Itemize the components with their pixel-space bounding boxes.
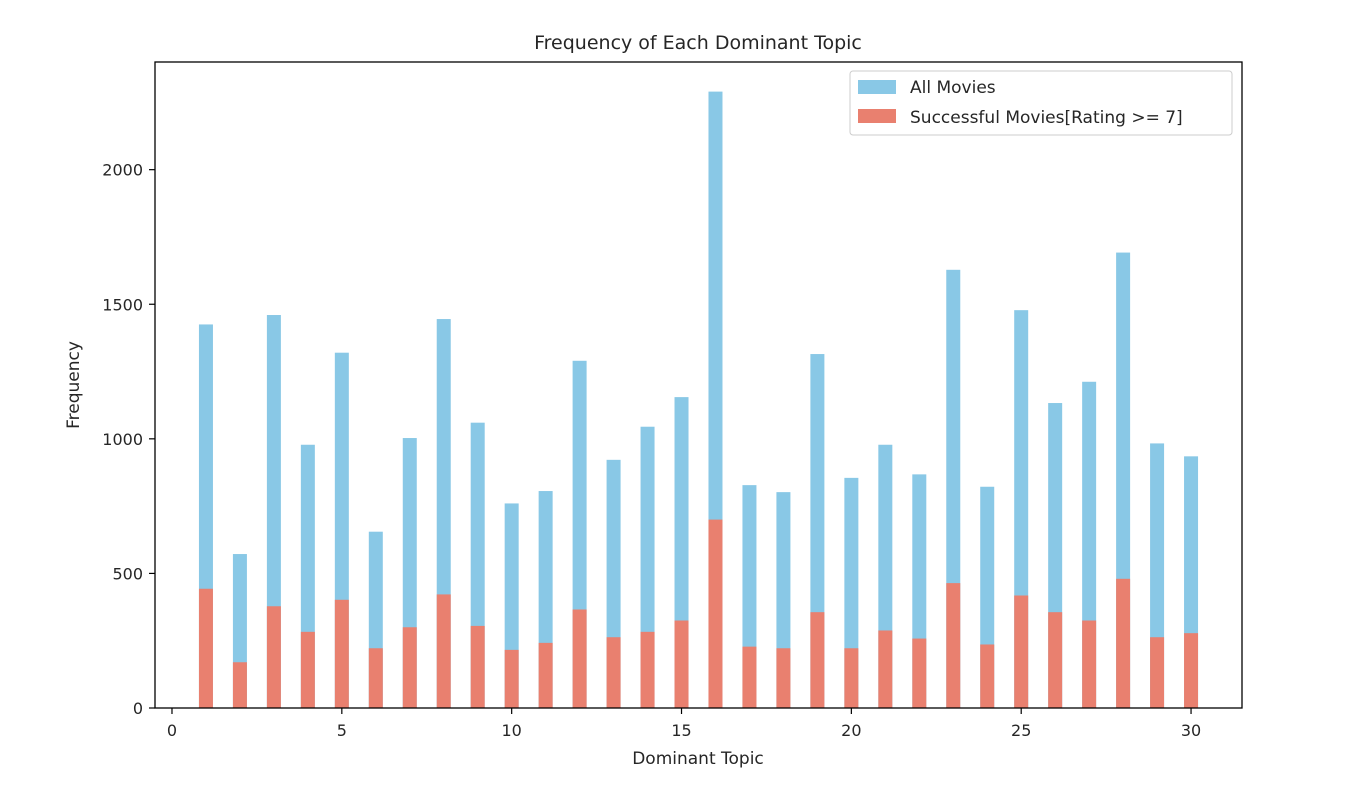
- legend-box: [849, 70, 1233, 136]
- legend-label-all-movies: All Movies: [910, 78, 996, 98]
- bar-successful-movies-topic-18: [776, 648, 791, 708]
- chart-title: Frequency of Each Dominant Topic: [534, 32, 862, 54]
- bar-successful-movies-topic-13: [606, 637, 621, 708]
- legend-swatch-successful-movies: [858, 109, 896, 123]
- x-tick-label-0: 0: [167, 721, 177, 740]
- bar-successful-movies-topic-28: [1116, 578, 1131, 708]
- bar-successful-movies-topic-24: [980, 644, 995, 708]
- y-axis-label: Frequency: [64, 341, 84, 429]
- bar-successful-movies-topic-14: [640, 631, 655, 708]
- bar-successful-movies-topic-29: [1150, 637, 1165, 708]
- legend-label-successful-movies: Successful Movies[Rating >= 7]: [910, 108, 1183, 128]
- x-tick-label-10: 10: [501, 721, 521, 740]
- y-tick-label-500: 500: [112, 564, 143, 583]
- bar-successful-movies-topic-9: [470, 625, 485, 708]
- bar-successful-movies-topic-4: [300, 631, 315, 708]
- bar-successful-movies-topic-17: [742, 646, 757, 708]
- bar-successful-movies-topic-5: [334, 599, 349, 708]
- bar-successful-movies-topic-21: [878, 630, 893, 708]
- bar-successful-movies-topic-16: [708, 519, 723, 708]
- bar-successful-movies-topic-7: [402, 627, 417, 708]
- y-tick-label-0: 0: [133, 699, 143, 718]
- bar-successful-movies-topic-10: [504, 649, 519, 708]
- bar-successful-movies-topic-25: [1014, 595, 1029, 708]
- legend: All Movies Successful Movies[Rating >= 7…: [849, 70, 1233, 136]
- bar-successful-movies-topic-19: [810, 612, 825, 708]
- y-tick-label-2000: 2000: [102, 161, 143, 180]
- plot-frame: [154, 61, 1243, 709]
- bar-successful-movies-topic-27: [1082, 620, 1097, 708]
- y-axis-ticks: 0 500 1000 1500 2000: [102, 161, 155, 718]
- x-tick-label-5: 5: [337, 721, 347, 740]
- x-tick-label-30: 30: [1181, 721, 1201, 740]
- bar-successful-movies-topic-26: [1048, 612, 1063, 708]
- bar-successful-movies-topic-11: [538, 642, 553, 708]
- bars-layer: [198, 91, 1199, 709]
- y-tick-label-1500: 1500: [102, 295, 143, 314]
- bar-successful-movies-topic-8: [436, 594, 451, 708]
- bar-successful-movies-topic-15: [674, 620, 689, 708]
- x-tick-label-15: 15: [671, 721, 691, 740]
- legend-swatch-all-movies: [858, 80, 896, 94]
- x-tick-label-20: 20: [841, 721, 861, 740]
- x-tick-label-25: 25: [1011, 721, 1031, 740]
- x-axis-label: Dominant Topic: [632, 749, 764, 769]
- bar-successful-movies-topic-6: [368, 648, 383, 708]
- bar-successful-movies-topic-23: [946, 583, 961, 708]
- bar-successful-movies-topic-30: [1184, 633, 1199, 708]
- bar-successful-movies-topic-2: [232, 662, 247, 708]
- y-tick-label-1000: 1000: [102, 430, 143, 449]
- bar-successful-movies-topic-20: [844, 648, 859, 708]
- x-axis-ticks: 0 5 10 15 20 25 30: [167, 708, 1201, 740]
- bar-successful-movies-topic-1: [198, 588, 213, 708]
- bar-successful-movies-topic-22: [912, 638, 927, 708]
- bar-successful-movies-topic-12: [572, 609, 587, 708]
- bar-successful-movies-topic-3: [266, 606, 281, 708]
